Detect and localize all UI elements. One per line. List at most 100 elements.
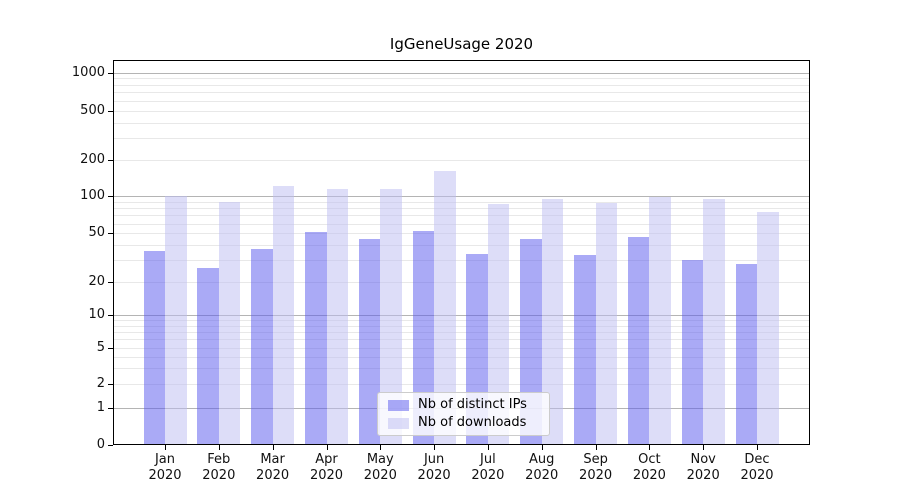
bar-ips-feb [197,267,219,445]
y-tick-label-10: 10 [88,307,105,323]
gridline-minor-30 [113,260,810,262]
y-tick-200 [108,160,113,161]
bar-downloads-feb [218,201,241,445]
gridline-minor-8 [113,325,810,327]
gridline-minor-9 [113,320,810,322]
x-tick-label-oct: Oct 2020 [632,452,666,483]
y-tick-5 [108,348,113,349]
gridline-minor-900 [113,78,810,80]
y-tick-20 [108,281,113,283]
x-tick-label-aug: Aug 2020 [525,452,559,483]
gridline-minor-2 [113,384,810,386]
x-tick-jan [165,445,166,450]
bar-downloads-aug [541,199,564,445]
gridline-minor-3 [113,368,810,370]
legend-row-distinct-ips: Nb of distinct IPs [388,398,549,412]
x-tick-label-may: May 2020 [363,452,397,483]
y-tick-label-5: 5 [96,340,105,355]
bar-ips-jun [412,231,435,445]
bar-downloads-oct [649,197,671,445]
gridline-major-10 [113,315,810,317]
x-tick-label-apr: Apr 2020 [309,452,344,483]
x-tick-label-jan: Jan 2020 [148,452,182,483]
x-tick-apr [326,445,328,450]
gridline-minor-5 [113,348,810,349]
legend-row-downloads: Nb of downloads [388,416,549,430]
gridline-minor-7 [113,332,810,334]
y-tick-0 [108,445,113,446]
bar-ips-dec [735,263,757,445]
legend-label-downloads: Nb of downloads [418,415,527,430]
gridline-minor-500 [113,110,810,112]
y-tick-1000 [108,72,113,74]
gridline-minor-80 [113,208,810,210]
y-tick-label-0: 0 [96,437,105,452]
bar-downloads-jun [434,170,456,445]
y-tick-10 [108,315,113,317]
gridline-minor-20 [113,281,810,283]
gridline-minor-700 [113,92,810,94]
x-tick-sep [595,445,597,450]
gridline-minor-90 [113,201,810,203]
gridline-minor-600 [113,100,810,102]
legend-swatch-distinct-ips [388,399,409,411]
bar-ips-jan [143,250,165,445]
bar-downloads-apr [326,188,348,445]
gridline-minor-50 [113,233,810,235]
bar-downloads-dec [757,211,779,445]
legend-label-distinct-ips: Nb of distinct IPs [418,397,527,412]
bar-downloads-nov [703,198,725,445]
x-tick-jun [434,445,436,450]
x-tick-label-feb: Feb 2020 [202,452,236,483]
x-tick-oct [649,445,651,450]
y-tick-label-20: 20 [88,273,105,289]
legend-swatch-downloads [388,417,409,429]
y-tick-50 [108,233,113,235]
bar-ips-may [358,238,381,445]
bar-downloads-jul [487,204,510,445]
x-tick-aug [541,445,543,450]
bar-ips-mar [251,249,273,445]
y-tick-label-1000: 1000 [71,64,105,80]
gridline-major-100 [113,196,810,198]
y-tick-label-500: 500 [80,102,105,118]
gridline-minor-800 [113,84,810,86]
bar-ips-apr [305,232,327,445]
gridline-minor-6 [113,339,810,341]
gridline-minor-300 [113,138,810,140]
y-tick-100 [108,196,113,198]
gridline-minor-40 [113,245,810,247]
gridline-minor-70 [113,215,810,217]
gridline-minor-60 [113,223,810,225]
y-tick-label-100: 100 [80,188,105,204]
bar-ips-sep [574,255,596,445]
x-tick-may [380,445,382,450]
y-tick-label-50: 50 [88,225,105,241]
x-tick-label-jul: Jul 2020 [471,452,505,483]
x-tick-nov [703,445,705,450]
x-tick-jul [487,445,489,450]
bar-ips-nov [681,260,704,445]
bar-downloads-mar [272,186,295,445]
x-tick-dec [757,445,758,450]
plot-area [113,60,810,445]
x-tick-mar [272,445,274,450]
bar-ips-oct [627,236,650,445]
gridline-minor-400 [113,122,810,124]
bar-downloads-jan [165,196,187,445]
y-tick-label-200: 200 [80,152,105,167]
y-tick-label-2: 2 [96,376,105,392]
gridline-major-1000 [113,72,810,74]
x-tick-label-mar: Mar 2020 [256,452,290,483]
x-tick-label-nov: Nov 2020 [686,452,720,483]
chart-title: IgGeneUsage 2020 [389,35,534,53]
x-tick-label-jun: Jun 2020 [417,452,451,483]
x-tick-feb [218,445,220,450]
gridline-minor-200 [113,160,810,161]
y-tick-2 [108,384,113,386]
gridline-minor-4 [113,356,810,358]
y-tick-500 [108,110,113,112]
x-tick-label-sep: Sep 2020 [579,452,613,483]
bar-downloads-may [380,189,402,445]
